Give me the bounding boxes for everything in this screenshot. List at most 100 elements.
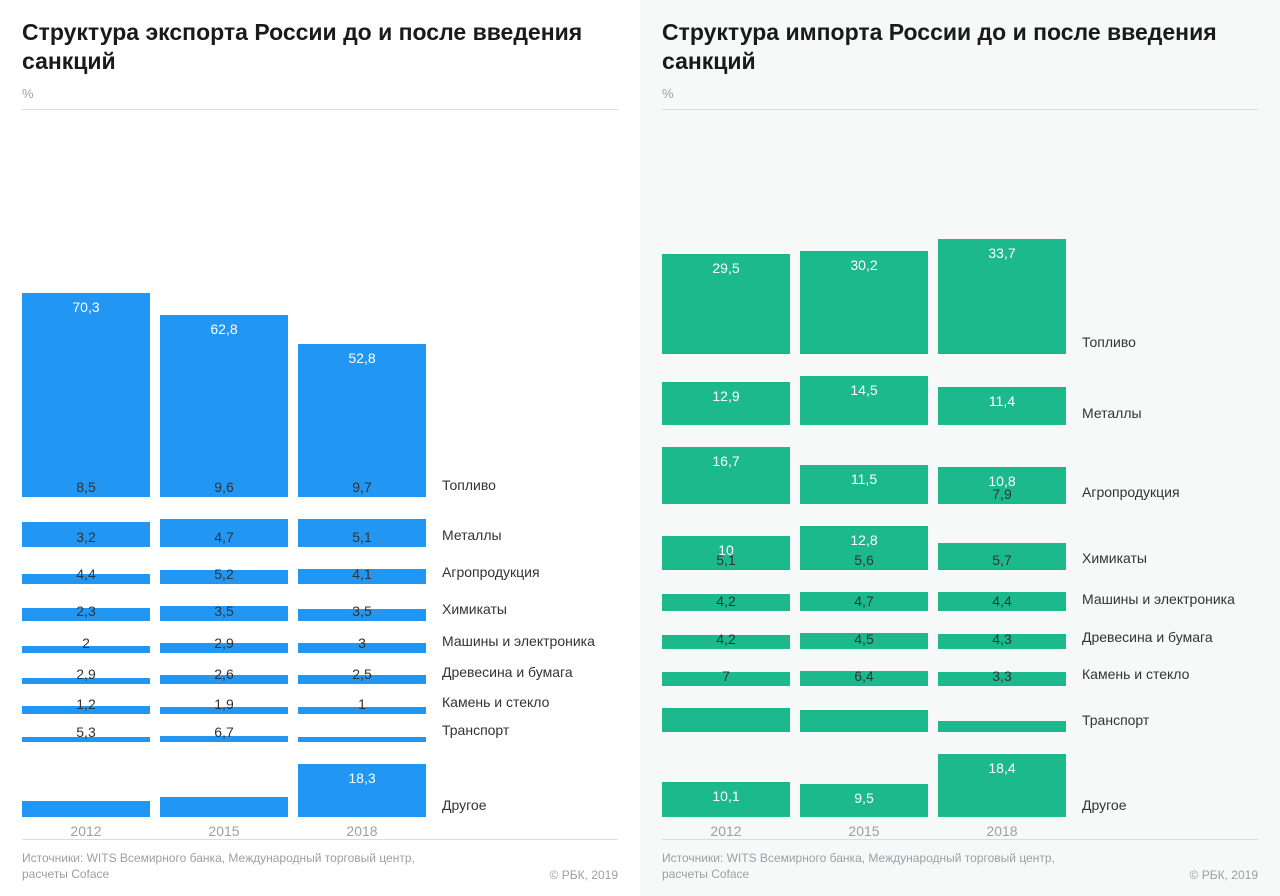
category-label: Камень и стекло xyxy=(1076,647,1258,684)
bar-value-label: 4,4 xyxy=(938,593,1066,609)
bar-value-label: 4,7 xyxy=(800,593,928,609)
bar-value-label: 7,9 xyxy=(938,486,1066,502)
bar: 16,7 xyxy=(662,447,790,504)
import-panel: Структура импорта России до и после введ… xyxy=(640,0,1280,896)
bar-value-label: 5,1 xyxy=(298,529,426,545)
bar-value-label: 11,5 xyxy=(800,465,928,487)
bar-value-label: 18,4 xyxy=(938,754,1066,776)
bar-value-label: 30,2 xyxy=(800,251,928,273)
category-label: Машины и электроника xyxy=(1076,568,1258,609)
category-label: Химикаты xyxy=(1076,502,1258,568)
bar-value-label: 4,3 xyxy=(938,631,1066,647)
year-column: 70,3 8,5 3,2 4,4 2,3 2 2,9 1,2 5,3 2012 xyxy=(22,116,150,839)
bar-value-label: 4,2 xyxy=(662,631,790,647)
category-label: Агропродукция xyxy=(436,545,618,582)
import-footer: Источники: WITS Всемирного банка, Междун… xyxy=(662,840,1258,882)
bar: 12,9 xyxy=(662,382,790,426)
year-label: 2018 xyxy=(298,817,426,839)
bar-value-label: 3,5 xyxy=(160,603,288,619)
category-label: Древесина и бумага xyxy=(436,651,618,682)
export-panel: Структура экспорта России до и после вве… xyxy=(0,0,640,896)
bar-value-label: 6,7 xyxy=(160,724,288,740)
bar-value-label: 5,2 xyxy=(160,566,288,582)
export-title: Структура экспорта России до и после вве… xyxy=(22,18,618,76)
bar-value-label: 1,2 xyxy=(22,696,150,712)
bar-value-label: 18,3 xyxy=(298,764,426,786)
bar-value-label: 4,4 xyxy=(22,566,150,582)
bar: 33,7 xyxy=(938,239,1066,354)
bar-value-label: 5,6 xyxy=(800,552,928,568)
category-label: Транспорт xyxy=(436,712,618,740)
bar-value-label: 5,3 xyxy=(22,724,150,740)
year-label: 2012 xyxy=(22,817,150,839)
bar: 29,5 xyxy=(662,254,790,354)
category-label: Металлы xyxy=(436,495,618,545)
bar-value-label: 3,2 xyxy=(22,529,150,545)
export-footer: Источники: WITS Всемирного банка, Междун… xyxy=(22,840,618,882)
bar-value-label: 3,5 xyxy=(298,603,426,619)
bar-value-label: 12,9 xyxy=(662,382,790,404)
bar-value-label: 11,4 xyxy=(938,387,1066,409)
bar: 18,3 xyxy=(298,764,426,817)
bar-value-label: 4,1 xyxy=(298,566,426,582)
year-column: 33,711,410,87,95,74,44,33,318,42018 xyxy=(938,116,1066,839)
bar xyxy=(160,797,288,816)
year-label: 2015 xyxy=(800,817,928,839)
bar-value-label: 4,5 xyxy=(800,631,928,647)
bar-value-label: 2,6 xyxy=(160,666,288,682)
bar-value-label: 3 xyxy=(298,635,426,651)
category-label: Машины и электроника xyxy=(436,619,618,651)
bar-value-label: 2,9 xyxy=(160,635,288,651)
source-text-right: Источники: WITS Всемирного банка, Междун… xyxy=(662,850,1082,882)
category-label: Топливо xyxy=(436,269,618,495)
category-label: Химикаты xyxy=(436,582,618,619)
bar-value-label: 5,7 xyxy=(938,552,1066,568)
bar-value-label: 4,7 xyxy=(160,529,288,545)
bar: 11,4 xyxy=(938,387,1066,426)
bar-value-label: 52,8 xyxy=(298,344,426,366)
bar-value-label: 9,6 xyxy=(160,479,288,495)
bar: 52,8 xyxy=(298,344,426,497)
category-label: Другое xyxy=(436,740,618,815)
category-label: Камень и стекло xyxy=(436,682,618,712)
export-chart: 70,3 8,5 3,2 4,4 2,3 2 2,9 1,2 5,3 2012 62,89,6 4,7… xyxy=(22,109,618,840)
bar-value-label: 9,7 xyxy=(298,479,426,495)
bar: 11,5 xyxy=(800,465,928,504)
bar xyxy=(938,721,1066,732)
unit-label-left: % xyxy=(22,86,618,101)
category-label: Другое xyxy=(1076,730,1258,815)
bar: 10,1 xyxy=(662,782,790,816)
unit-label-right: % xyxy=(662,86,1258,101)
category-label: Древесина и бумага xyxy=(1076,609,1258,647)
bar xyxy=(800,710,928,732)
bar-value-label: 14,5 xyxy=(800,376,928,398)
year-label: 2018 xyxy=(938,817,1066,839)
bar-value-label: 70,3 xyxy=(22,293,150,315)
bar-value-label: 6,4 xyxy=(800,668,928,684)
bar: 9,5 xyxy=(800,784,928,816)
category-label: Агропродукция xyxy=(1076,423,1258,502)
copyright-left: © РБК, 2019 xyxy=(550,868,618,882)
bar-value-label: 10,1 xyxy=(662,782,790,804)
bar-value-label: 2,3 xyxy=(22,603,150,619)
bar-value-label: 8,5 xyxy=(22,479,150,495)
copyright-right: © РБК, 2019 xyxy=(1190,868,1258,882)
category-label: Топливо xyxy=(1076,215,1258,352)
bar: 62,8 xyxy=(160,315,288,497)
bar-value-label: 2,9 xyxy=(22,666,150,682)
category-label: Транспорт xyxy=(1076,684,1258,730)
year-label: 2015 xyxy=(160,817,288,839)
year-column: 52,89,75,14,13,532,5118,32018 xyxy=(298,116,426,839)
year-column: 62,89,6 4,7 5,2 3,5 2,9 2,6 1,9 6,7 2015 xyxy=(160,116,288,839)
bar xyxy=(22,801,150,816)
bar-value-label: 12,8 xyxy=(800,526,928,548)
bar-value-label: 29,5 xyxy=(662,254,790,276)
source-text-left: Источники: WITS Всемирного банка, Междун… xyxy=(22,850,442,882)
bar: 14,5 xyxy=(800,376,928,425)
bar: 18,4 xyxy=(938,754,1066,817)
bar-value-label: 4,2 xyxy=(662,593,790,609)
bar-value-label: 1,9 xyxy=(160,696,288,712)
bar-value-label: 3,3 xyxy=(938,668,1066,684)
bar-value-label: 2 xyxy=(22,635,150,651)
year-column: 29,512,916,7105,14,24,2710,12012 xyxy=(662,116,790,839)
